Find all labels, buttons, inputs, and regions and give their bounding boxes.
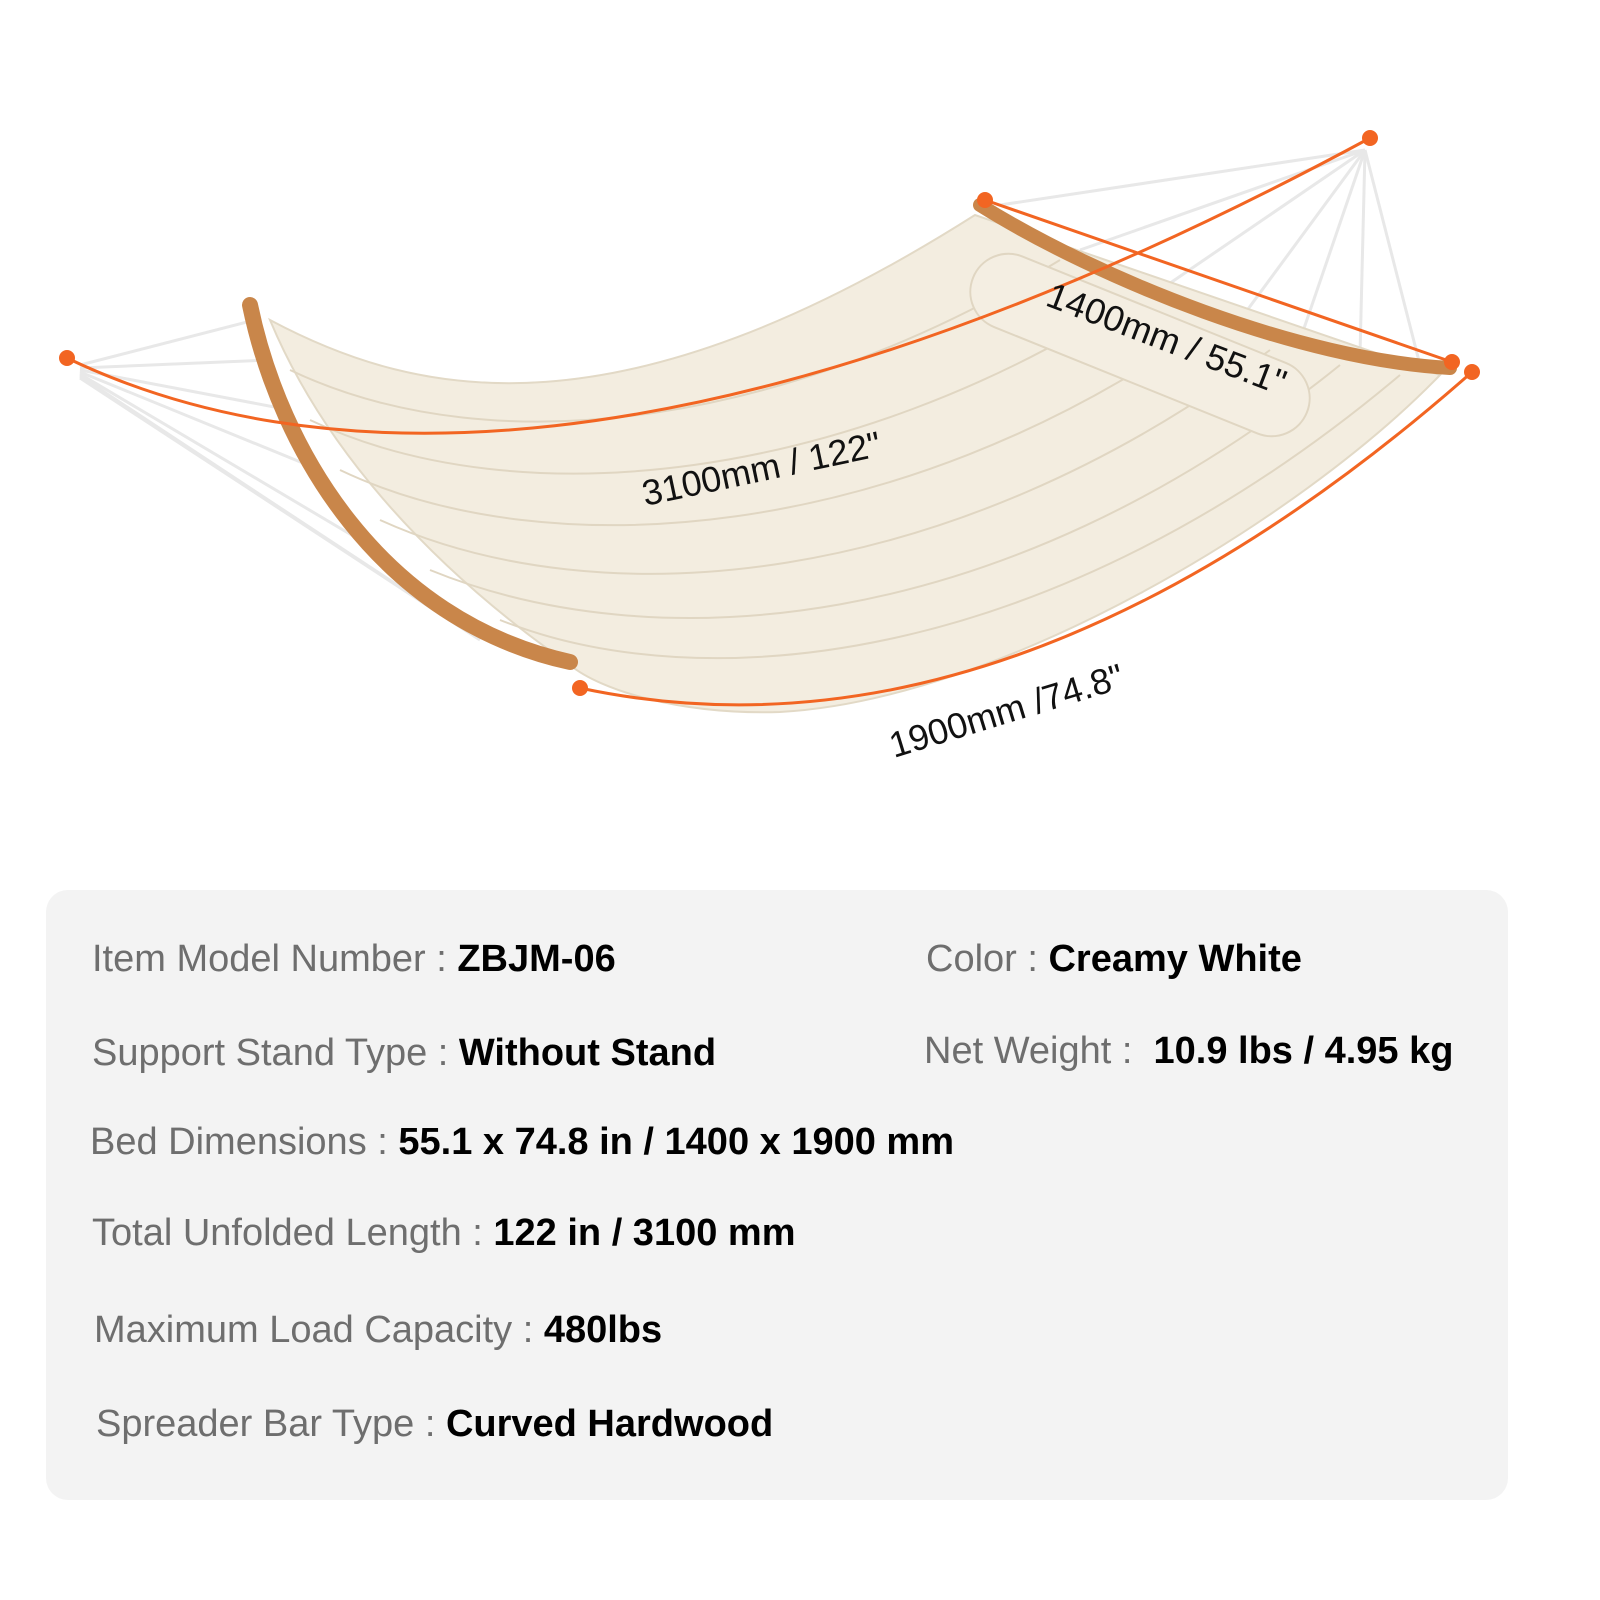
spec-model-number: Item Model Number : ZBJM-06: [92, 938, 616, 981]
spec-label: Support Stand Type :: [92, 1032, 459, 1074]
spec-label: Net Weight :: [924, 1030, 1154, 1072]
pillow: [969, 252, 1311, 438]
spec-spreader-bar: Spreader Bar Type : Curved Hardwood: [96, 1403, 773, 1446]
specs-panel: [46, 890, 1508, 1500]
dimension-lines: [66, 136, 1473, 707]
spec-value: 10.9 lbs / 4.95 kg: [1153, 1030, 1454, 1072]
spec-value: 55.1 x 74.8 in / 1400 x 1900 mm: [398, 1121, 954, 1163]
spec-label: Maximum Load Capacity :: [94, 1309, 544, 1351]
spec-value: ZBJM-06: [457, 938, 616, 980]
spec-value: 122 in / 3100 mm: [493, 1212, 796, 1254]
spec-value: 480lbs: [543, 1309, 663, 1351]
spec-label: Total Unfolded Length :: [92, 1212, 494, 1254]
spec-load-capacity: Maximum Load Capacity : 480lbs: [94, 1309, 662, 1352]
hammock-illustration: [59, 130, 1480, 714]
spec-bed-dimensions: Bed Dimensions : 55.1 x 74.8 in / 1400 x…: [90, 1121, 954, 1164]
spec-value: Curved Hardwood: [445, 1403, 774, 1445]
spec-label: Bed Dimensions :: [90, 1121, 399, 1163]
spec-value: Without Stand: [458, 1032, 717, 1074]
ropes: [79, 148, 1422, 642]
spec-label: Color :: [926, 938, 1049, 980]
quilt-lines: [289, 259, 1401, 660]
spec-label: Item Model Number :: [92, 938, 458, 980]
spec-stand-type: Support Stand Type : Without Stand: [92, 1032, 716, 1075]
spec-net-weight: Net Weight : 10.9 lbs / 4.95 kg: [924, 1030, 1453, 1073]
dimension-points: [59, 130, 1480, 696]
spec-label: Spreader Bar Type :: [96, 1403, 446, 1445]
right-spreader-bar: [973, 198, 1457, 375]
spec-total-length: Total Unfolded Length : 122 in / 3100 mm: [92, 1212, 795, 1255]
left-spreader-bar: [242, 297, 578, 670]
spec-value: Creamy White: [1048, 938, 1302, 980]
spec-color: Color : Creamy White: [926, 938, 1302, 981]
